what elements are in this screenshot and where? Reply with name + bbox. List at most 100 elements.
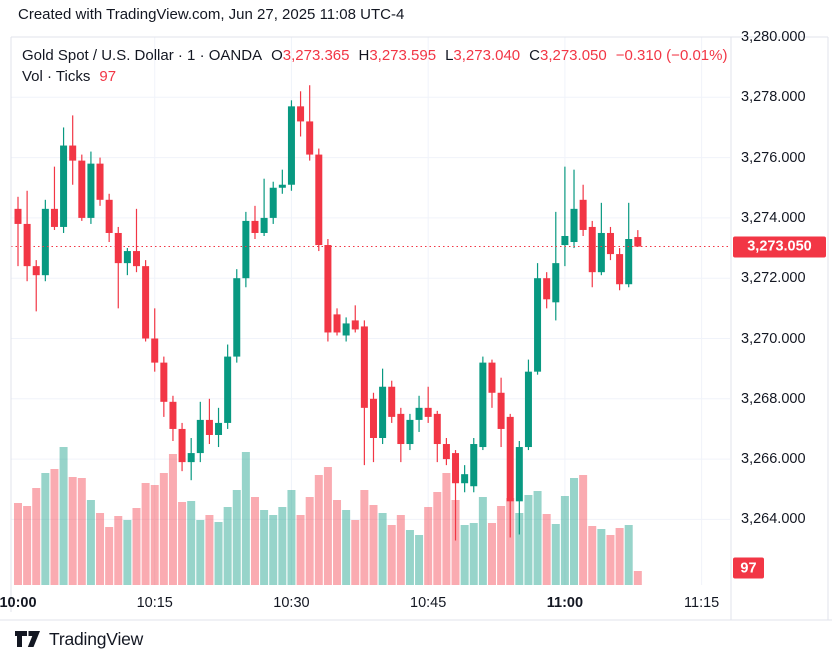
volume-bar	[570, 478, 579, 585]
volume-bar	[141, 483, 150, 585]
candle-body	[616, 254, 624, 285]
volume-bar	[624, 525, 633, 585]
volume-bar	[369, 505, 378, 585]
volume-bar	[205, 515, 214, 585]
volume-bar	[314, 475, 323, 585]
volume-bar	[333, 500, 342, 585]
candle-body	[424, 407, 432, 417]
price-axis[interactable]: 3,273.050 97 3,280.000 3,278.000 3,276.000…	[731, 0, 832, 620]
chart-legend: Gold Spot / U.S. Dollar · 1 · OANDA O3,27…	[22, 45, 727, 87]
candle-body	[78, 160, 86, 218]
candle-body	[324, 245, 332, 333]
price-axis-label: 3,266.000	[741, 451, 806, 468]
candle-body	[360, 326, 368, 408]
candle-body	[515, 447, 523, 502]
volume-bar	[415, 535, 424, 585]
candle-body	[151, 338, 159, 363]
price-axis-label: 3,276.000	[741, 149, 806, 166]
volume-bar	[469, 523, 478, 585]
time-axis[interactable]: 10:00 10:15 10:30 10:45 11:00 11:15	[0, 592, 730, 616]
candle-body	[60, 145, 68, 227]
candle-body	[242, 220, 250, 279]
volume-bar	[68, 477, 77, 585]
candle-body	[96, 163, 104, 200]
candle-body	[32, 266, 40, 276]
volume-bar	[442, 473, 451, 585]
volume-bar	[588, 526, 597, 585]
volume-bar	[387, 525, 396, 585]
candle-body	[178, 428, 186, 463]
price-axis-label: 3,268.000	[741, 390, 806, 407]
candle-body	[260, 217, 268, 233]
volume-bar	[50, 469, 59, 585]
volume-bar	[305, 497, 314, 585]
candle-body	[351, 320, 359, 330]
price-axis-label: 3,278.000	[741, 89, 806, 106]
volume-bar	[515, 513, 524, 585]
volume-value: 97	[99, 68, 117, 85]
volume-bar	[342, 510, 351, 585]
candle-body	[160, 362, 168, 402]
tradingview-logo-icon[interactable]	[14, 628, 41, 650]
candle-body	[461, 474, 469, 484]
candle-body	[14, 208, 22, 224]
candle-body	[497, 392, 505, 429]
time-axis-label: 10:45	[410, 595, 447, 611]
candle-body	[634, 237, 642, 247]
volume-bar	[14, 503, 22, 585]
footer: TradingView	[14, 628, 143, 650]
candle-body	[534, 278, 542, 372]
volume-bar	[633, 571, 642, 585]
volume-bar	[287, 490, 296, 585]
candle-body	[269, 187, 277, 218]
credit-text: Created with TradingView.com, Jun 27, 20…	[18, 6, 405, 23]
volume-bar	[196, 520, 205, 585]
volume-bar	[77, 478, 86, 585]
volume-bar	[378, 513, 387, 585]
volume-bar	[278, 507, 287, 585]
volume-bar	[168, 454, 177, 585]
candle-body	[41, 208, 49, 276]
volume-bar	[32, 488, 41, 585]
ohlc-l-value: L3,273.040	[445, 47, 521, 64]
time-axis-label: 10:30	[273, 595, 310, 611]
volume-bar	[187, 501, 196, 585]
volume-bar	[241, 452, 250, 585]
volume-bar	[323, 467, 332, 585]
volume-bar	[396, 515, 405, 585]
volume-bar	[105, 527, 114, 585]
volume-bar	[533, 491, 542, 585]
candle-body	[543, 278, 551, 300]
volume-bar	[615, 528, 624, 585]
candle-body	[488, 362, 496, 393]
candle-body	[524, 371, 532, 448]
volume-bar	[96, 513, 105, 585]
candle-body	[87, 163, 95, 218]
ohlc-h-value: H3,273.595	[358, 47, 437, 64]
ohlc-o-value: O3,273.365	[271, 47, 350, 64]
candle-body	[306, 121, 314, 155]
candle-body	[196, 419, 204, 454]
price-axis-label: 3,280.000	[741, 29, 806, 45]
volume-bar	[223, 507, 232, 585]
candle-body	[187, 453, 195, 463]
volume-bar	[250, 497, 259, 585]
legend-row-volume: Vol · Ticks 97	[22, 66, 727, 87]
time-axis-label: 10:00	[0, 595, 37, 611]
volume-bar	[150, 485, 159, 585]
volume-bar	[214, 522, 223, 585]
candle-body	[333, 314, 341, 333]
candle-body	[506, 416, 514, 502]
volume-bar	[159, 473, 168, 585]
volume-bar	[606, 535, 615, 585]
candle-body	[369, 398, 377, 438]
volume-bar	[59, 447, 68, 585]
candle-body	[442, 444, 450, 460]
candle-body	[433, 413, 441, 445]
candle-body	[233, 278, 241, 357]
tradingview-brand-text[interactable]: TradingView	[49, 628, 144, 649]
volume-bar	[269, 515, 278, 585]
volume-bar	[487, 523, 496, 585]
